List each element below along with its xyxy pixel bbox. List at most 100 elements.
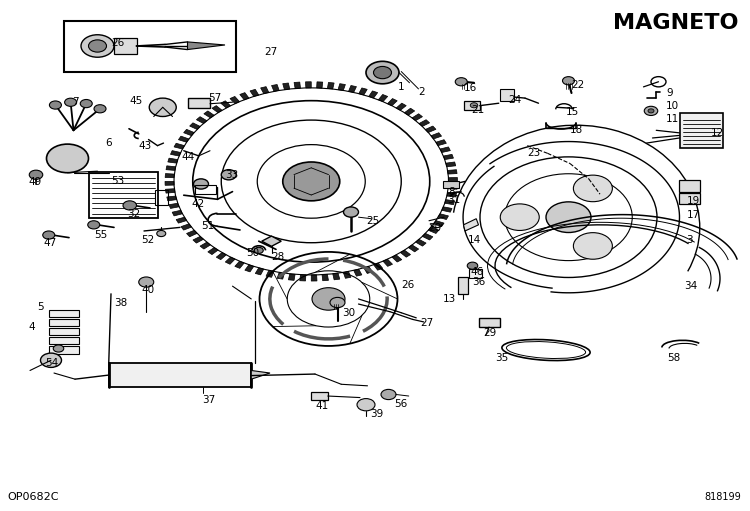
Circle shape xyxy=(357,399,375,411)
Polygon shape xyxy=(225,257,235,264)
Bar xyxy=(49,337,79,344)
Polygon shape xyxy=(266,270,274,277)
Polygon shape xyxy=(445,200,454,205)
Circle shape xyxy=(88,40,106,52)
Bar xyxy=(64,21,236,72)
Circle shape xyxy=(139,277,154,287)
Text: MAGNETO: MAGNETO xyxy=(614,13,739,33)
Polygon shape xyxy=(193,237,203,243)
Polygon shape xyxy=(181,224,191,230)
Circle shape xyxy=(194,179,208,189)
Circle shape xyxy=(470,103,478,108)
Polygon shape xyxy=(169,203,179,208)
Circle shape xyxy=(573,175,612,202)
Polygon shape xyxy=(216,252,226,260)
Circle shape xyxy=(40,353,62,367)
Text: 40: 40 xyxy=(141,285,154,295)
Text: 27: 27 xyxy=(420,318,434,328)
Polygon shape xyxy=(448,185,458,189)
Text: 49: 49 xyxy=(28,177,42,187)
Polygon shape xyxy=(272,84,279,91)
Bar xyxy=(464,101,480,110)
Bar xyxy=(49,319,79,326)
Circle shape xyxy=(546,202,591,233)
Circle shape xyxy=(81,35,114,57)
Text: 29: 29 xyxy=(484,328,497,338)
Circle shape xyxy=(53,345,64,352)
Polygon shape xyxy=(358,88,368,95)
Text: 17: 17 xyxy=(687,210,700,220)
Polygon shape xyxy=(364,266,373,273)
Polygon shape xyxy=(419,120,430,126)
Polygon shape xyxy=(431,133,442,139)
Bar xyxy=(478,318,500,327)
Text: 44: 44 xyxy=(182,152,195,162)
Bar xyxy=(679,180,700,192)
Bar xyxy=(680,113,723,148)
Polygon shape xyxy=(294,82,301,88)
Text: 37: 37 xyxy=(202,394,215,405)
Polygon shape xyxy=(448,177,458,181)
Polygon shape xyxy=(412,114,422,121)
Polygon shape xyxy=(442,207,452,212)
Polygon shape xyxy=(174,143,184,149)
Text: 25: 25 xyxy=(366,216,380,226)
Polygon shape xyxy=(378,95,388,102)
Circle shape xyxy=(644,106,658,115)
Polygon shape xyxy=(184,129,194,136)
Text: 51: 51 xyxy=(201,221,214,231)
Polygon shape xyxy=(288,274,295,281)
Text: 36: 36 xyxy=(472,277,486,287)
Polygon shape xyxy=(277,272,284,279)
Polygon shape xyxy=(354,269,362,276)
Polygon shape xyxy=(446,162,456,167)
Text: 21: 21 xyxy=(471,105,484,115)
Circle shape xyxy=(80,100,92,108)
Polygon shape xyxy=(305,82,311,88)
Bar xyxy=(311,392,328,400)
Text: 32: 32 xyxy=(128,208,141,219)
Polygon shape xyxy=(165,174,175,178)
Polygon shape xyxy=(250,89,259,97)
Text: 19: 19 xyxy=(687,196,700,206)
Bar xyxy=(188,98,210,108)
Polygon shape xyxy=(168,158,178,163)
Text: 22: 22 xyxy=(572,80,585,90)
Text: 27: 27 xyxy=(264,47,278,57)
Circle shape xyxy=(381,389,396,400)
Text: 45: 45 xyxy=(129,96,142,106)
Polygon shape xyxy=(392,255,402,262)
Text: 26: 26 xyxy=(401,280,415,290)
Text: 11: 11 xyxy=(666,113,680,124)
Text: 34: 34 xyxy=(684,281,698,291)
Polygon shape xyxy=(240,92,249,100)
Text: 43: 43 xyxy=(139,141,152,151)
Circle shape xyxy=(374,66,392,79)
Polygon shape xyxy=(166,166,176,170)
Polygon shape xyxy=(388,99,398,106)
Polygon shape xyxy=(244,265,254,272)
Polygon shape xyxy=(255,268,264,275)
Circle shape xyxy=(455,78,467,86)
Polygon shape xyxy=(428,227,439,234)
Bar xyxy=(500,89,514,101)
Text: 14: 14 xyxy=(468,235,482,245)
Text: 52: 52 xyxy=(141,235,154,245)
Text: 2: 2 xyxy=(419,87,425,97)
Polygon shape xyxy=(447,193,457,197)
Polygon shape xyxy=(176,217,187,223)
Text: 23: 23 xyxy=(527,148,541,158)
Circle shape xyxy=(88,221,100,229)
Circle shape xyxy=(43,231,55,239)
Circle shape xyxy=(330,297,345,308)
Text: 47: 47 xyxy=(44,238,57,248)
Polygon shape xyxy=(338,84,346,90)
Polygon shape xyxy=(251,370,270,379)
Text: 4: 4 xyxy=(28,322,35,332)
Polygon shape xyxy=(172,211,182,216)
Polygon shape xyxy=(440,147,450,152)
Bar xyxy=(109,363,251,387)
Circle shape xyxy=(50,101,62,109)
Text: 20: 20 xyxy=(428,223,441,233)
Circle shape xyxy=(157,230,166,237)
